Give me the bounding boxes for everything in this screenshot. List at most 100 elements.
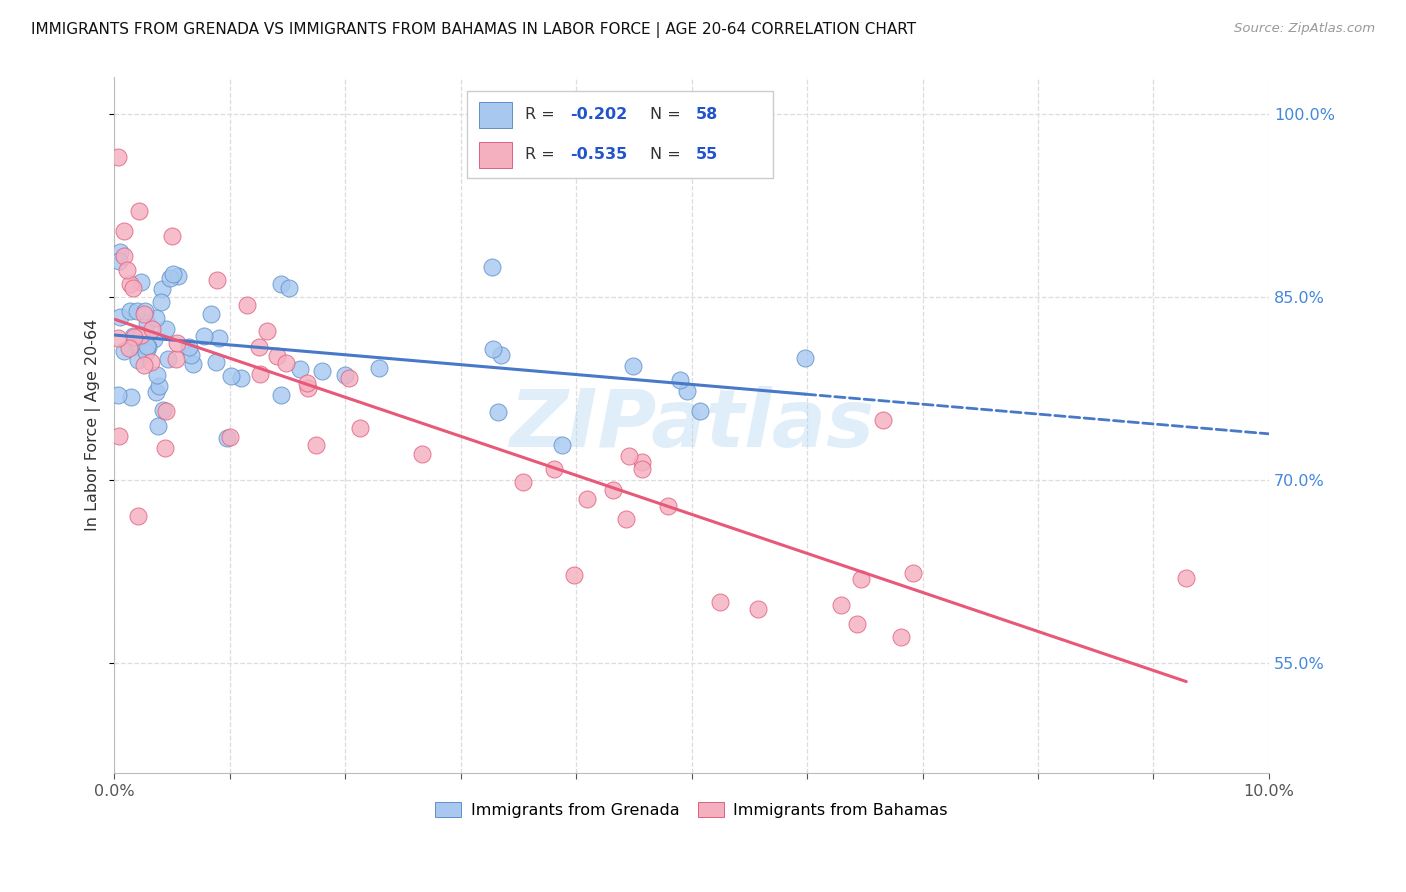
Text: IMMIGRANTS FROM GRENADA VS IMMIGRANTS FROM BAHAMAS IN LABOR FORCE | AGE 20-64 CO: IMMIGRANTS FROM GRENADA VS IMMIGRANTS FR…	[31, 22, 917, 38]
Point	[135, 344, 157, 359]
Point	[349, 421, 371, 435]
Point	[155, 403, 177, 417]
Point	[205, 273, 228, 287]
Point	[277, 281, 299, 295]
Point	[153, 442, 176, 456]
Point	[159, 270, 181, 285]
Point	[543, 462, 565, 476]
Point	[689, 404, 711, 418]
Point	[121, 329, 143, 343]
Point	[200, 307, 222, 321]
Point	[621, 359, 644, 373]
Point	[576, 492, 599, 507]
Text: Source: ZipAtlas.com: Source: ZipAtlas.com	[1234, 22, 1375, 36]
Point	[219, 369, 242, 384]
Point	[247, 340, 270, 354]
Point	[219, 430, 242, 444]
Point	[205, 355, 228, 369]
Point	[486, 405, 509, 419]
Point	[631, 462, 654, 476]
Point	[162, 267, 184, 281]
Point	[157, 351, 180, 366]
Point	[108, 244, 131, 259]
Point	[830, 599, 852, 613]
Point	[236, 298, 259, 312]
Point	[150, 295, 173, 310]
Point	[1175, 571, 1198, 585]
Point	[132, 307, 155, 321]
Point	[125, 303, 148, 318]
Point	[794, 351, 817, 365]
Point	[270, 277, 292, 292]
Point	[367, 361, 389, 376]
Point	[669, 373, 692, 387]
Point	[564, 567, 586, 582]
Text: ZIPatlas: ZIPatlas	[509, 386, 875, 464]
Point	[872, 413, 894, 427]
Point	[337, 371, 360, 385]
Point	[122, 330, 145, 344]
Point	[127, 352, 149, 367]
Point	[120, 277, 142, 291]
Point	[120, 303, 142, 318]
Point	[165, 352, 187, 367]
Point	[551, 437, 574, 451]
Point	[160, 229, 183, 244]
Point	[675, 384, 697, 398]
Point	[181, 357, 204, 371]
Point	[229, 371, 252, 385]
Point	[121, 281, 143, 295]
Point	[208, 331, 231, 345]
Legend: Immigrants from Grenada, Immigrants from Bahamas: Immigrants from Grenada, Immigrants from…	[429, 796, 955, 824]
Point	[107, 150, 129, 164]
Point	[112, 249, 135, 263]
Point	[112, 224, 135, 238]
Point	[127, 508, 149, 523]
Point	[141, 322, 163, 336]
Point	[112, 343, 135, 358]
Point	[482, 343, 505, 357]
Point	[747, 601, 769, 615]
Point	[270, 388, 292, 402]
Point	[602, 483, 624, 497]
Point	[846, 617, 869, 632]
Point	[108, 254, 131, 268]
Point	[266, 349, 288, 363]
Point	[311, 363, 333, 377]
Point	[631, 455, 654, 469]
Point	[901, 566, 924, 581]
Point	[108, 428, 131, 442]
Point	[148, 419, 170, 434]
Point	[108, 310, 131, 324]
Point	[249, 367, 271, 381]
Point	[288, 362, 311, 376]
Point	[193, 328, 215, 343]
Point	[107, 331, 129, 345]
Point	[134, 304, 156, 318]
Point	[890, 630, 912, 644]
Point	[481, 260, 503, 274]
Point	[295, 376, 318, 390]
Point	[125, 339, 148, 353]
Point	[849, 572, 872, 586]
Point	[107, 388, 129, 402]
Point	[152, 403, 174, 417]
Point	[657, 499, 679, 513]
Point	[118, 341, 141, 355]
Point	[180, 348, 202, 362]
Point	[155, 322, 177, 336]
Point	[217, 431, 239, 445]
Point	[135, 316, 157, 330]
Point	[145, 385, 167, 400]
Point	[148, 379, 170, 393]
Point	[274, 356, 297, 370]
Point	[512, 475, 534, 489]
Point	[411, 447, 433, 461]
Point	[167, 268, 190, 283]
Point	[614, 512, 637, 526]
Point	[333, 368, 356, 383]
Point	[136, 340, 159, 354]
Point	[135, 339, 157, 353]
Point	[166, 335, 188, 350]
Point	[297, 381, 319, 395]
